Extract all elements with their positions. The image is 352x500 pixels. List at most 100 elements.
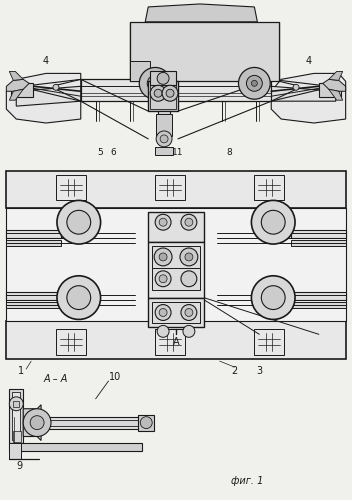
Polygon shape [323, 80, 346, 92]
Bar [6, 322, 346, 359]
Polygon shape [16, 86, 81, 106]
Bar [9, 444, 21, 460]
Polygon shape [329, 72, 343, 80]
Text: 9: 9 [16, 462, 22, 471]
Circle shape [67, 210, 91, 234]
Bar [6, 302, 61, 308]
Text: А – А: А – А [44, 374, 68, 384]
Circle shape [157, 72, 169, 85]
Circle shape [30, 416, 44, 430]
Circle shape [181, 214, 197, 230]
Bar [155, 174, 185, 201]
Bar [155, 330, 185, 355]
Circle shape [162, 86, 178, 101]
Bar [6, 292, 61, 300]
Bar [291, 302, 346, 308]
Circle shape [155, 304, 171, 320]
Text: 3: 3 [256, 366, 262, 376]
Bar [13, 430, 21, 442]
Bar [291, 292, 346, 300]
Text: 6: 6 [111, 148, 117, 158]
Bar [130, 22, 279, 82]
Bar [13, 401, 19, 407]
Text: А: А [182, 261, 188, 271]
Bar [152, 302, 200, 324]
Text: 1: 1 [18, 366, 24, 376]
Bar [130, 62, 150, 82]
Polygon shape [271, 74, 346, 123]
Circle shape [160, 135, 168, 143]
Text: 4: 4 [43, 56, 49, 66]
Text: 10: 10 [109, 372, 121, 382]
Bar [155, 147, 173, 155]
Text: 7: 7 [160, 59, 166, 68]
Polygon shape [271, 86, 336, 101]
Bar [11, 84, 33, 97]
Bar [152, 268, 200, 289]
Text: фиг. 1: фиг. 1 [231, 476, 264, 486]
Bar [148, 242, 204, 298]
Polygon shape [145, 4, 257, 22]
Bar [56, 330, 86, 355]
Circle shape [185, 253, 193, 261]
Circle shape [183, 326, 195, 338]
Circle shape [181, 271, 197, 286]
Circle shape [239, 68, 270, 99]
Text: 8: 8 [227, 148, 232, 158]
Circle shape [57, 276, 101, 320]
Polygon shape [329, 90, 343, 100]
Bar [319, 84, 341, 97]
Circle shape [57, 200, 101, 244]
Circle shape [155, 214, 171, 230]
Bar [148, 212, 204, 242]
Bar [6, 208, 346, 322]
Text: 4: 4 [306, 56, 312, 66]
Bar [291, 240, 346, 246]
Bar [56, 174, 86, 201]
Circle shape [154, 90, 162, 97]
Circle shape [67, 286, 91, 310]
Circle shape [156, 131, 172, 147]
Bar [6, 170, 346, 208]
Circle shape [293, 84, 299, 90]
Bar [9, 389, 23, 444]
Bar [148, 82, 178, 111]
Circle shape [157, 326, 169, 338]
Polygon shape [23, 405, 41, 440]
Circle shape [181, 304, 197, 320]
Circle shape [9, 397, 23, 410]
Bar [23, 416, 142, 428]
Text: А: А [173, 338, 179, 347]
Circle shape [185, 308, 193, 316]
Text: 5: 5 [98, 148, 103, 158]
Circle shape [251, 80, 257, 86]
Circle shape [159, 253, 167, 261]
Polygon shape [9, 90, 23, 100]
Circle shape [185, 218, 193, 226]
Bar [9, 444, 142, 452]
Bar [291, 230, 346, 238]
Bar [254, 330, 284, 355]
Circle shape [261, 286, 285, 310]
Circle shape [251, 276, 295, 320]
Circle shape [139, 68, 171, 99]
Circle shape [159, 308, 167, 316]
Bar [148, 298, 204, 328]
Circle shape [180, 248, 198, 266]
Circle shape [155, 271, 171, 286]
Bar [6, 240, 61, 246]
Circle shape [140, 416, 152, 428]
Bar [150, 72, 176, 86]
Bar [12, 392, 20, 440]
Bar [81, 80, 271, 101]
Circle shape [150, 86, 166, 101]
Bar [254, 174, 284, 201]
Circle shape [23, 408, 51, 436]
Circle shape [152, 80, 158, 86]
Circle shape [251, 200, 295, 244]
Circle shape [159, 218, 167, 226]
Bar [150, 84, 176, 109]
Bar [138, 414, 154, 430]
Circle shape [261, 210, 285, 234]
Polygon shape [9, 72, 23, 80]
